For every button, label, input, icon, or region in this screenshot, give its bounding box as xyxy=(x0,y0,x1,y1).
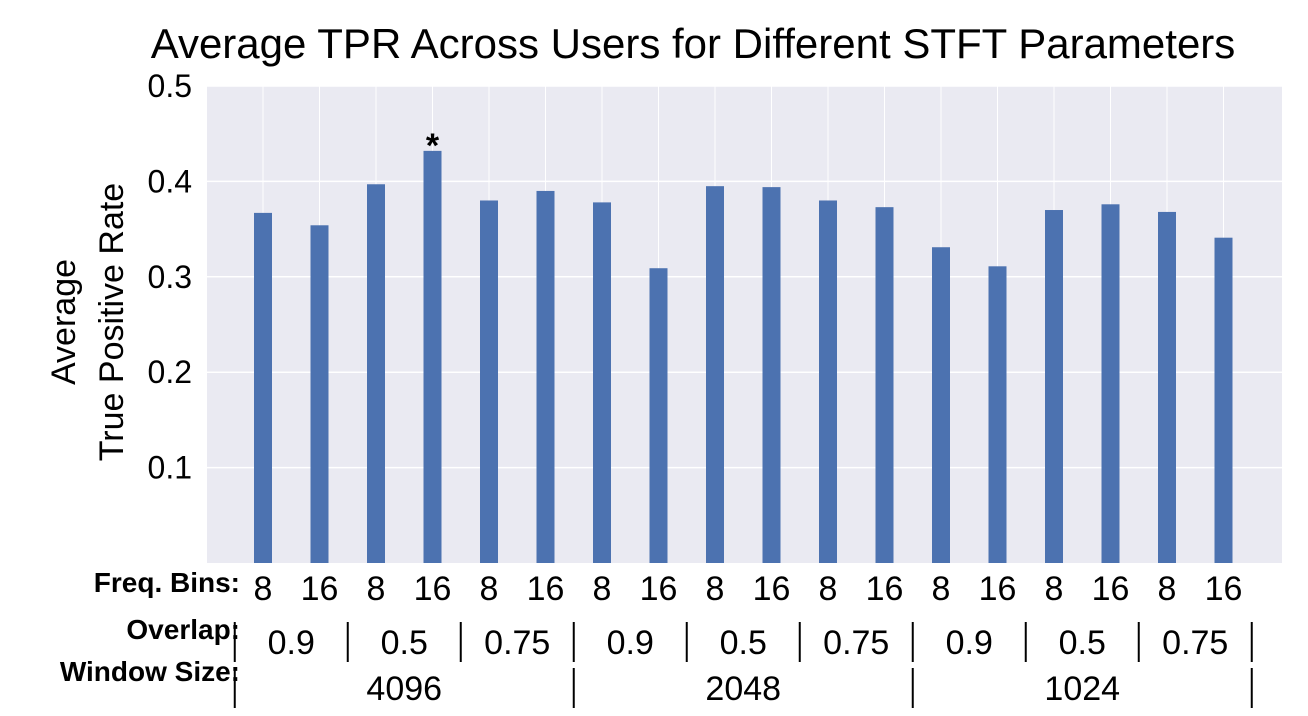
bar xyxy=(988,266,1007,563)
freq-bin-label: 8 xyxy=(1158,570,1177,608)
freq-bin-label: 8 xyxy=(1045,570,1064,608)
freq-bin-label: 8 xyxy=(819,570,838,608)
freq-bin-label: 16 xyxy=(979,570,1017,608)
freq-bin-label: 16 xyxy=(1092,570,1130,608)
bar xyxy=(480,200,498,564)
freq-bin-label: 8 xyxy=(932,570,951,608)
bar xyxy=(649,268,668,563)
bar xyxy=(1214,237,1233,563)
freq-bin-label: 16 xyxy=(414,570,452,608)
freq-bin-label: 16 xyxy=(527,570,565,608)
overlap-label: Overlap: xyxy=(126,614,240,645)
bar xyxy=(310,225,329,563)
window-size-row: 4096 2048 1024 xyxy=(233,668,1253,708)
overlap-value: 0.75 xyxy=(823,624,889,662)
overlap-value: 0.5 xyxy=(381,624,428,662)
freq-bins-row: 8 16 8 16 8 16 8 16 8 16 8 16 8 16 8 16 8 16 xyxy=(254,570,1243,608)
bar xyxy=(423,150,442,563)
overlap-value: 0.5 xyxy=(720,624,767,662)
bars: * xyxy=(254,127,1233,564)
y-axis: 0.1 0.2 0.3 0.4 0.5 xyxy=(148,68,192,486)
freq-bin-label: 8 xyxy=(254,570,273,608)
freq-bin-label: 16 xyxy=(640,570,678,608)
bar xyxy=(1158,211,1176,564)
freq-bin-label: 8 xyxy=(367,570,386,608)
freq-bin-label: 16 xyxy=(866,570,904,608)
bar xyxy=(536,190,555,563)
y-tick-label: 0.3 xyxy=(148,259,192,295)
overlap-value: 0.9 xyxy=(268,624,315,662)
bar xyxy=(932,247,950,563)
freq-bin-label: 8 xyxy=(706,570,725,608)
y-tick-label: 0.2 xyxy=(148,354,192,390)
overlap-value: 0.9 xyxy=(946,624,993,662)
bar xyxy=(254,212,272,563)
freq-bin-label: 16 xyxy=(753,570,791,608)
highlight-marker: * xyxy=(426,127,440,165)
overlap-value: 0.9 xyxy=(607,624,654,662)
bar xyxy=(1045,210,1063,563)
bar xyxy=(593,202,611,563)
freq-bin-label: 16 xyxy=(1205,570,1243,608)
freq-bin-label: 8 xyxy=(480,570,499,608)
window-size-value: 2048 xyxy=(705,670,781,708)
bar xyxy=(819,200,837,564)
bar xyxy=(762,187,781,563)
bar xyxy=(1101,204,1120,563)
y-axis-label-line-1: Average xyxy=(45,259,83,385)
y-axis-label-line-2: True Positive Rate xyxy=(93,183,131,461)
overlap-value: 0.75 xyxy=(1162,624,1228,662)
bar xyxy=(367,184,385,563)
window-size-label: Window Size: xyxy=(60,656,240,687)
bar xyxy=(706,186,724,564)
bar xyxy=(875,207,894,563)
window-size-value: 1024 xyxy=(1044,670,1120,708)
chart-title: Average TPR Across Users for Different S… xyxy=(151,20,1236,67)
freq-bins-label: Freq. Bins: xyxy=(94,567,240,598)
y-tick-label: 0.5 xyxy=(148,68,192,104)
window-size-value: 4096 xyxy=(366,670,442,708)
y-tick-label: 0.1 xyxy=(148,450,192,486)
overlap-row: 0.9 0.5 0.75 0.9 0.5 0.75 0.9 0.5 0.75 xyxy=(233,622,1253,662)
freq-bin-label: 16 xyxy=(301,570,339,608)
freq-bin-label: 8 xyxy=(593,570,612,608)
overlap-value: 0.75 xyxy=(484,624,550,662)
y-tick-label: 0.4 xyxy=(148,163,192,199)
overlap-value: 0.5 xyxy=(1059,624,1106,662)
